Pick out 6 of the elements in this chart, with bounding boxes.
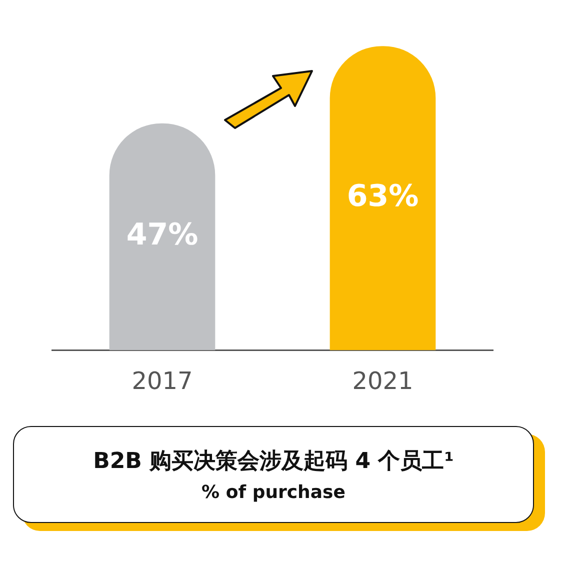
text: % of purchase (202, 482, 346, 503)
x-tick-label: 2021 (352, 366, 414, 395)
data-label: 63% (346, 178, 419, 214)
data-label: 47% (126, 218, 198, 253)
x-tick-label: 2017 (132, 366, 193, 395)
text: B2B 购买决策会涉及起码 4 个员工¹ (93, 448, 454, 476)
